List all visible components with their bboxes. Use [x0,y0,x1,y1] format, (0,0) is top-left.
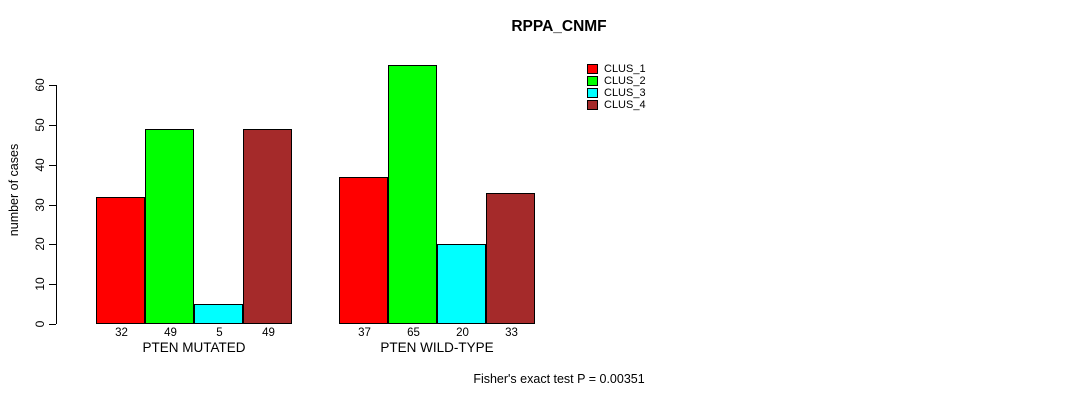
legend-swatch-clus_3 [587,88,598,98]
legend: CLUS_1 CLUS_2 CLUS_3 CLUS_4 [587,63,646,111]
y-tick-label: 10 [33,277,47,291]
bar-clus_2-group1 [145,129,194,324]
y-tick-mark [49,284,56,286]
bar-clus_1-group1 [96,197,145,324]
bar-clus_3-group2 [437,244,486,324]
legend-item-clus_2: CLUS_2 [587,75,646,87]
y-axis-line [56,85,57,324]
y-tick-mark [49,244,56,246]
y-tick-label: 0 [33,320,47,328]
legend-item-clus_1: CLUS_1 [587,63,646,75]
bar-value-label: 33 [505,327,518,339]
y-tick-label: 40 [33,157,47,172]
bar-value-label: 37 [358,327,371,339]
y-tick-mark [49,85,56,87]
y-tick-mark [49,204,56,206]
y-tick-mark [49,164,56,166]
bar-value-label: 49 [262,327,275,339]
bar-clus_3-group1 [194,304,243,324]
legend-swatch-clus_4 [587,100,598,110]
y-tick-label: 20 [33,237,47,252]
legend-label: CLUS_1 [604,63,646,75]
y-axis-label: number of cases [7,143,21,237]
bar-clus_4-group1 [243,129,292,324]
y-tick-mark [49,324,56,325]
bar-value-label: 32 [115,327,128,339]
bar-value-label: 49 [164,327,177,339]
y-tick-label: 30 [33,197,47,212]
bar-clus_1-group2 [339,177,388,324]
bar-value-label: 20 [456,327,469,339]
legend-label: CLUS_3 [604,87,646,99]
legend-item-clus_4: CLUS_4 [587,99,646,111]
y-tick-label: 60 [33,78,47,92]
y-tick-label: 50 [33,118,47,132]
legend-swatch-clus_1 [587,64,598,74]
group-label-pten-mutated: PTEN MUTATED [142,340,246,355]
legend-swatch-clus_2 [587,76,598,86]
legend-label: CLUS_2 [604,75,646,87]
fisher-test-annotation: Fisher's exact test P = 0.00351 [473,372,645,386]
chart-title: RPPA_CNMF [511,18,607,35]
legend-label: CLUS_4 [604,99,646,111]
bar-value-label: 65 [407,327,420,339]
bar-clus_2-group2 [388,65,437,324]
bar-clus_4-group2 [486,193,535,324]
group-label-pten-wild-type: PTEN WILD-TYPE [380,340,494,355]
y-tick-mark [49,124,56,126]
legend-item-clus_3: CLUS_3 [587,87,646,99]
bar-value-label: 5 [216,327,223,339]
